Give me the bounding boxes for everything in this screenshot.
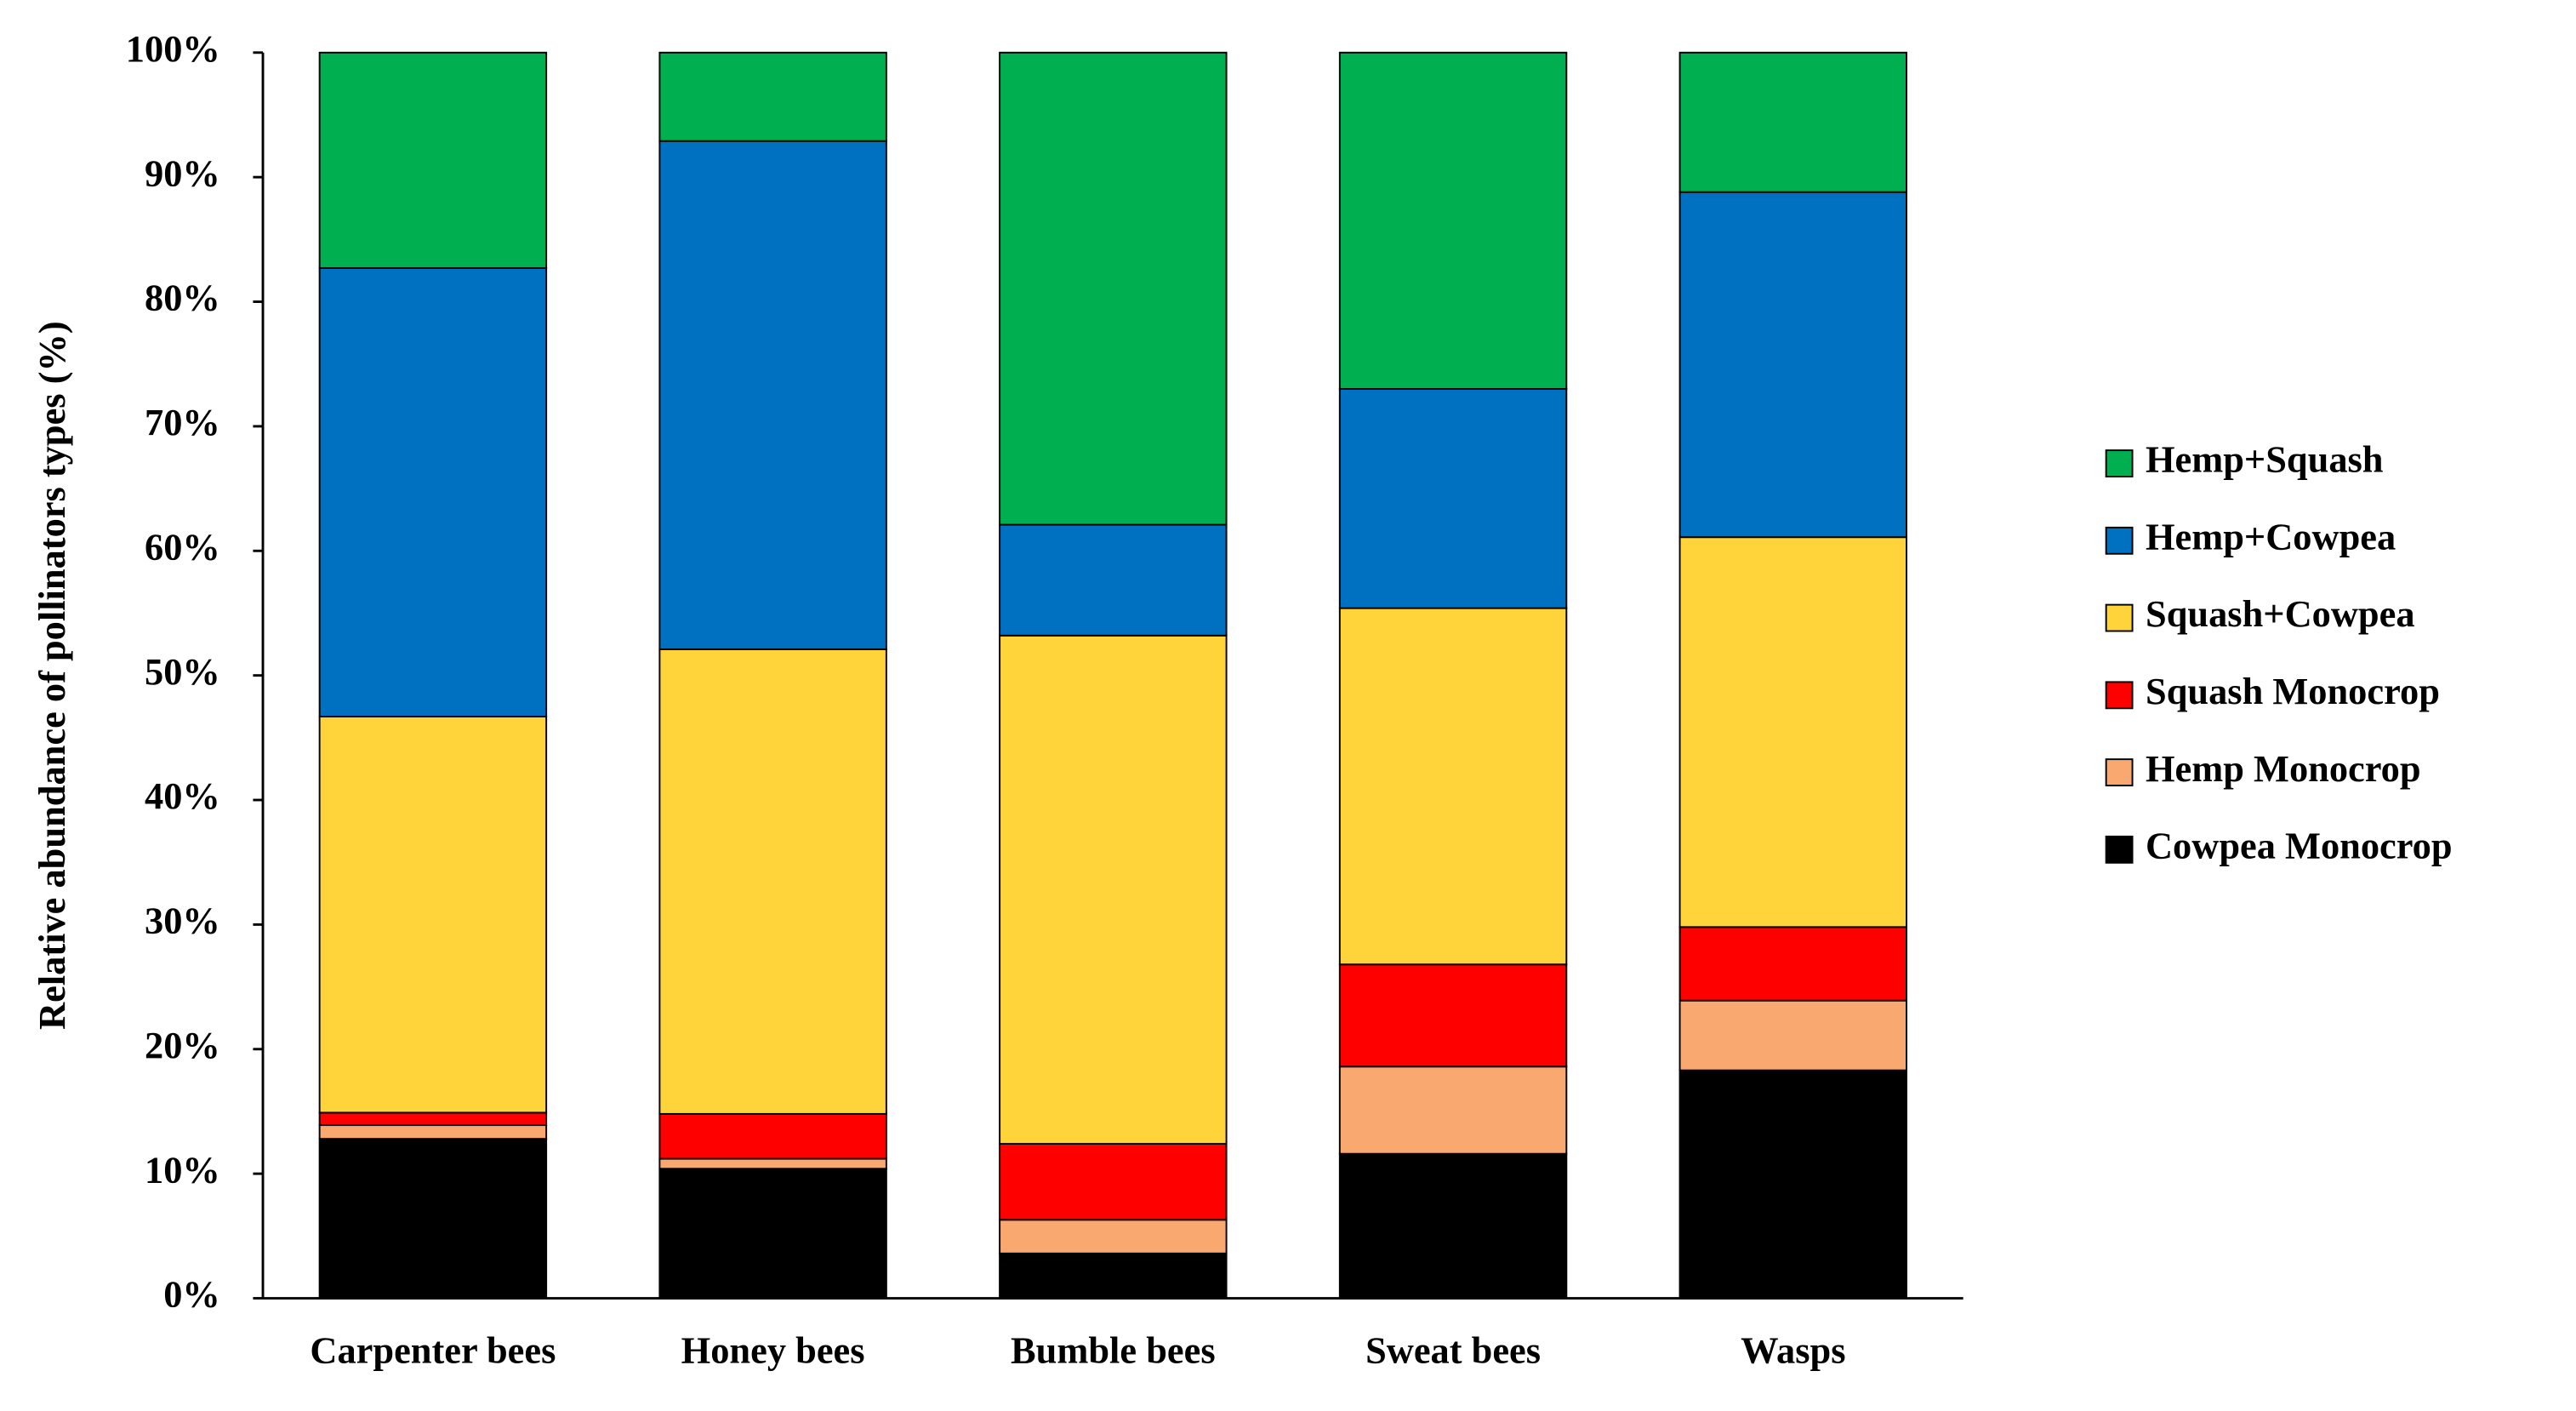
bar-segment <box>1338 51 1568 390</box>
legend-swatch <box>2105 835 2134 864</box>
y-tick-label: 60% <box>145 525 220 568</box>
bar-segment <box>658 140 887 650</box>
bar-segment <box>318 1111 548 1127</box>
bar-segment <box>658 1157 887 1170</box>
bar-segment <box>1338 963 1568 1068</box>
y-axis-label: Relative abundance of pollinators types … <box>31 321 73 1030</box>
legend-swatch <box>2105 681 2134 710</box>
bar-segment <box>1338 388 1568 609</box>
y-tick-label: 80% <box>145 277 220 319</box>
legend-label: Squash Monocrop <box>2146 670 2440 712</box>
bar-segment <box>1338 1152 1568 1300</box>
y-tick-label: 100% <box>126 27 220 70</box>
y-tick-label: 90% <box>145 151 220 194</box>
y-tick-label: 50% <box>145 650 220 693</box>
bar-segment <box>658 1112 887 1160</box>
legend-swatch <box>2105 603 2134 632</box>
bar-segment <box>999 1219 1228 1254</box>
bar-segment <box>999 523 1228 637</box>
x-tick-label: Carpenter bees <box>310 1328 556 1371</box>
legend-swatch <box>2105 449 2134 477</box>
bar-segment <box>1678 191 1908 539</box>
y-tick-label: 70% <box>145 401 220 443</box>
bar-segment <box>1678 536 1908 928</box>
legend-label: Hemp+Squash <box>2146 438 2384 481</box>
x-tick-label: Honey bees <box>681 1328 865 1371</box>
legend-label: Hemp+Cowpea <box>2146 516 2396 558</box>
legend-label: Cowpea Monocrop <box>2146 825 2453 867</box>
bar-segment <box>1338 607 1568 966</box>
y-tick-label: 20% <box>145 1024 220 1066</box>
bar-segment <box>1338 1065 1568 1155</box>
legend-label: Hemp Monocrop <box>2146 747 2421 790</box>
bar-segment <box>318 715 548 1114</box>
bar-segment <box>318 51 548 269</box>
x-tick-label: Bumble bees <box>1011 1328 1216 1371</box>
bar-segment <box>999 1252 1228 1300</box>
bar-segment <box>318 1124 548 1140</box>
y-tick-label: 30% <box>145 900 220 942</box>
bar-segment <box>658 1168 887 1300</box>
bar-segment <box>658 51 887 142</box>
bar-segment <box>1678 51 1908 193</box>
bar-segment <box>318 267 548 717</box>
bar-segment <box>999 51 1228 526</box>
legend-swatch <box>2105 758 2134 787</box>
bar-segment <box>318 1138 548 1300</box>
bar-segment <box>1678 1069 1908 1300</box>
bar-segment <box>1678 926 1908 1002</box>
legend-swatch <box>2105 526 2134 555</box>
y-tick-label: 40% <box>145 774 220 817</box>
x-tick-label: Sweat bees <box>1365 1328 1541 1371</box>
y-tick-label: 0% <box>163 1273 220 1316</box>
y-tick-label: 10% <box>145 1148 220 1191</box>
bar-segment <box>1678 999 1908 1071</box>
x-tick-label: Wasps <box>1741 1328 1845 1371</box>
legend-label: Squash+Cowpea <box>2146 592 2415 635</box>
bar-segment <box>999 1143 1228 1221</box>
bar-segment <box>999 634 1228 1145</box>
bar-segment <box>658 648 887 1115</box>
